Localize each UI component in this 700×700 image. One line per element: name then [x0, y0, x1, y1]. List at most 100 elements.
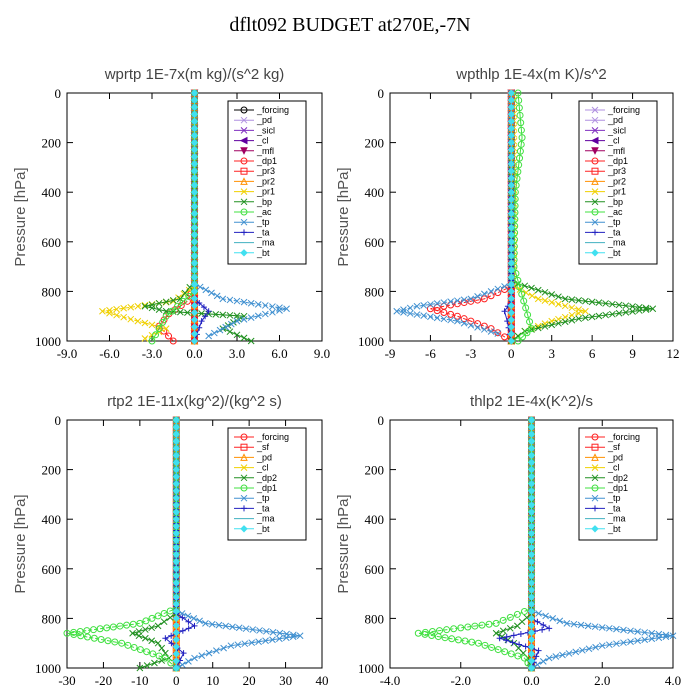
- data-point: [116, 622, 124, 630]
- data-point: [185, 618, 192, 625]
- legend-marker: [591, 484, 599, 492]
- x-tick-label: -10: [131, 673, 148, 688]
- legend-label: _dp1: [607, 483, 628, 493]
- series-dp1: [426, 89, 515, 345]
- legend-label: _bt: [607, 248, 621, 258]
- legend-marker: [591, 147, 599, 155]
- data-point: [528, 325, 535, 333]
- data-point: [527, 550, 536, 559]
- data-point: [620, 639, 627, 647]
- data-point: [517, 119, 525, 127]
- legend-label: _pr3: [607, 166, 626, 176]
- x-tick-label: 6: [589, 346, 596, 361]
- y-axis-label: Pressure [hPa]: [335, 167, 352, 266]
- x-tick-label: -2.0: [450, 673, 471, 688]
- data-point: [202, 286, 210, 294]
- data-point: [176, 295, 184, 303]
- data-point: [172, 472, 180, 481]
- data-point: [501, 648, 509, 656]
- y-tick-label: 200: [42, 463, 62, 478]
- data-point: [480, 290, 488, 298]
- data-point: [247, 314, 255, 321]
- legend-marker: [240, 198, 248, 206]
- data-point: [420, 312, 428, 320]
- data-point: [172, 572, 180, 580]
- legend-marker: [591, 433, 599, 441]
- data-point: [136, 664, 144, 672]
- legend-marker: [591, 208, 599, 216]
- data-point: [172, 430, 180, 438]
- data-point: [450, 625, 458, 633]
- data-point: [406, 304, 414, 312]
- y-tick-label: 1000: [35, 661, 61, 676]
- x-tick-label: 20: [243, 673, 256, 688]
- data-point: [226, 311, 234, 319]
- data-point: [527, 536, 536, 545]
- data-point: [635, 307, 643, 314]
- data-point: [534, 286, 542, 294]
- legend-box: [227, 100, 307, 265]
- data-point: [233, 297, 241, 305]
- data-point: [76, 627, 84, 635]
- data-point: [158, 644, 166, 652]
- data-point: [169, 296, 177, 304]
- data-point: [215, 621, 223, 629]
- data-point: [527, 494, 536, 502]
- data-point: [190, 266, 199, 274]
- data-point: [63, 629, 71, 637]
- data-point: [527, 664, 536, 672]
- y-tick-label: 400: [365, 185, 385, 200]
- data-point: [474, 324, 481, 331]
- legend-label: _mfl: [256, 146, 274, 156]
- data-point: [507, 124, 515, 133]
- legend-marker: [241, 229, 247, 236]
- data-point: [168, 640, 175, 647]
- data-point: [507, 216, 515, 225]
- series-line: [494, 420, 532, 669]
- data-point: [426, 305, 434, 313]
- data-point: [518, 134, 526, 142]
- data-point: [106, 306, 113, 314]
- data-point: [534, 618, 541, 625]
- x-tick-label: 40: [316, 673, 329, 688]
- data-point: [269, 308, 276, 316]
- data-point: [154, 639, 162, 647]
- data-point: [598, 642, 606, 650]
- y-tick-label: 600: [365, 562, 385, 577]
- data-point: [460, 315, 468, 323]
- data-point: [499, 627, 507, 635]
- data-point: [196, 299, 203, 306]
- data-point: [428, 631, 436, 639]
- data-point: [541, 288, 549, 296]
- data-point: [111, 638, 119, 646]
- data-point: [577, 621, 585, 629]
- legend-label: _ma: [256, 514, 275, 524]
- data-point: [181, 289, 189, 297]
- y-tick-label: 400: [365, 512, 385, 527]
- legend-marker: [591, 127, 599, 134]
- data-point: [190, 280, 199, 289]
- data-point: [507, 259, 515, 267]
- x-tick-label: -3.0: [142, 346, 163, 361]
- data-point: [548, 291, 556, 298]
- data-point: [507, 153, 515, 161]
- data-point: [514, 89, 522, 97]
- data-point: [634, 637, 641, 645]
- data-point: [568, 296, 576, 303]
- data-point: [464, 623, 472, 631]
- data-point: [528, 284, 535, 292]
- data-point: [527, 614, 536, 623]
- data-point: [494, 330, 502, 337]
- data-point: [168, 632, 175, 639]
- data-point: [222, 323, 230, 331]
- data-point: [262, 637, 269, 645]
- y-axis-label: Pressure [hPa]: [335, 494, 352, 593]
- data-point: [205, 332, 213, 340]
- data-point: [516, 283, 524, 291]
- x-tick-label: -30: [58, 673, 75, 688]
- data-point: [613, 625, 620, 633]
- data-point: [190, 216, 199, 225]
- data-point: [507, 202, 515, 211]
- data-point: [262, 627, 270, 635]
